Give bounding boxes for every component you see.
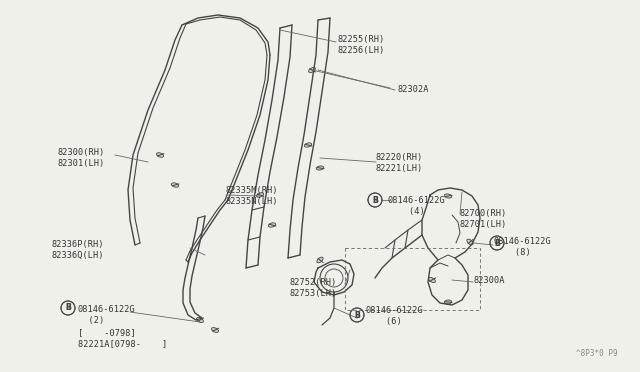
Ellipse shape: [467, 239, 473, 245]
Ellipse shape: [316, 166, 324, 170]
Ellipse shape: [172, 183, 179, 187]
Text: 82336P(RH)
82336Q(LH): 82336P(RH) 82336Q(LH): [52, 240, 104, 260]
Text: B: B: [372, 196, 378, 205]
Ellipse shape: [257, 193, 264, 197]
Text: 82335M(RH)
82335N(LH): 82335M(RH) 82335N(LH): [226, 186, 278, 206]
Text: 82255(RH)
82256(LH): 82255(RH) 82256(LH): [338, 35, 385, 55]
Text: 08146-6122G
    (6): 08146-6122G (6): [365, 306, 423, 327]
Text: 08146-6122G
  (2)
[    -0798]
82221A[0798-    ]: 08146-6122G (2) [ -0798] 82221A[0798- ]: [78, 305, 167, 348]
Ellipse shape: [268, 223, 276, 227]
Text: 08146-6122G
    (8): 08146-6122G (8): [494, 237, 552, 257]
Text: B: B: [65, 304, 71, 312]
Ellipse shape: [444, 194, 452, 198]
Text: 82300(RH)
82301(LH): 82300(RH) 82301(LH): [58, 148, 105, 169]
Ellipse shape: [156, 153, 164, 157]
Text: B: B: [65, 304, 71, 312]
Text: 82700(RH)
82701(LH): 82700(RH) 82701(LH): [460, 209, 508, 230]
Text: B: B: [354, 311, 360, 320]
Ellipse shape: [308, 67, 316, 73]
Text: B: B: [494, 238, 500, 247]
Text: B: B: [354, 311, 360, 320]
Text: 82752(RH)
82753(LH): 82752(RH) 82753(LH): [290, 278, 337, 298]
Ellipse shape: [305, 143, 312, 147]
Text: 82300A: 82300A: [474, 276, 506, 285]
Text: B: B: [372, 196, 378, 205]
Ellipse shape: [317, 257, 323, 263]
Text: ^8P3*0 P9: ^8P3*0 P9: [577, 349, 618, 358]
Ellipse shape: [444, 300, 452, 304]
Text: 82302A: 82302A: [397, 85, 429, 94]
Text: 82220(RH)
82221(LH): 82220(RH) 82221(LH): [376, 153, 423, 173]
Text: B: B: [494, 238, 500, 247]
Ellipse shape: [196, 317, 204, 323]
Ellipse shape: [211, 328, 218, 333]
Text: 08146-6122G
    (4): 08146-6122G (4): [388, 196, 445, 217]
Ellipse shape: [429, 278, 435, 283]
